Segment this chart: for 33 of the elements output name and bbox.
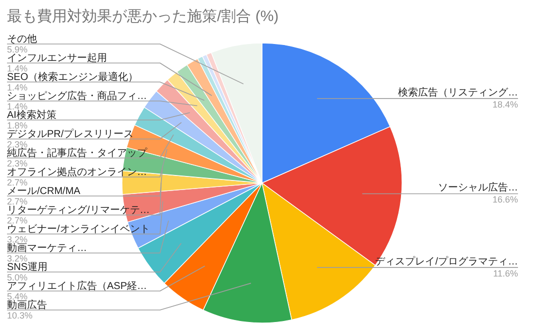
data-label: 1.4% bbox=[7, 82, 28, 92]
data-label: 18.4% bbox=[492, 100, 518, 110]
slice-label: ウェビナー/オンラインイベント bbox=[7, 224, 150, 235]
data-label: 16.6% bbox=[492, 194, 518, 205]
data-label: 1.8% bbox=[7, 120, 28, 130]
slice-label: メール/CRM/MA bbox=[7, 186, 81, 197]
slice-label: 検索広告（リスティング… bbox=[398, 86, 518, 99]
slice-label: 動画広告 bbox=[7, 299, 47, 311]
slice-label: 動画マーケティ… bbox=[7, 243, 87, 254]
slice-label: ソーシャル広告… bbox=[438, 182, 518, 194]
data-label: 11.6% bbox=[493, 268, 518, 278]
slice-label: アフィリエイト広告（ASP経… bbox=[7, 280, 148, 292]
data-label: 5.4% bbox=[7, 292, 28, 302]
data-label: 2.3% bbox=[7, 158, 28, 168]
data-label: 10.3% bbox=[7, 310, 33, 320]
data-label: 5.9% bbox=[7, 44, 28, 54]
slice-label: その他 bbox=[7, 33, 37, 45]
data-label: 2.7% bbox=[7, 216, 28, 226]
chart-title: 最も費用対効果が悪かった施策/割合 (%) bbox=[7, 8, 279, 25]
data-label: 5.0% bbox=[7, 272, 28, 282]
slice-label: SEO（検索エンジン最適化） bbox=[7, 71, 138, 83]
slice-label: SNS運用 bbox=[7, 261, 48, 273]
data-label: 2.3% bbox=[7, 140, 28, 150]
slice-label: ディスプレイ/プログラマティ… bbox=[375, 255, 518, 268]
data-label: 2.7% bbox=[7, 196, 28, 206]
data-label: 2.7% bbox=[7, 178, 28, 188]
slice-label: ショッピング広告・商品フィ… bbox=[7, 90, 147, 102]
data-label: 3.2% bbox=[7, 234, 28, 244]
slice-label: インフルエンサー起用 bbox=[7, 52, 107, 64]
data-label: 1.4% bbox=[7, 64, 28, 74]
data-label: 3.2% bbox=[7, 254, 28, 264]
slice-label: AI検索対策 bbox=[7, 109, 56, 121]
data-label: 1.4% bbox=[7, 102, 28, 112]
